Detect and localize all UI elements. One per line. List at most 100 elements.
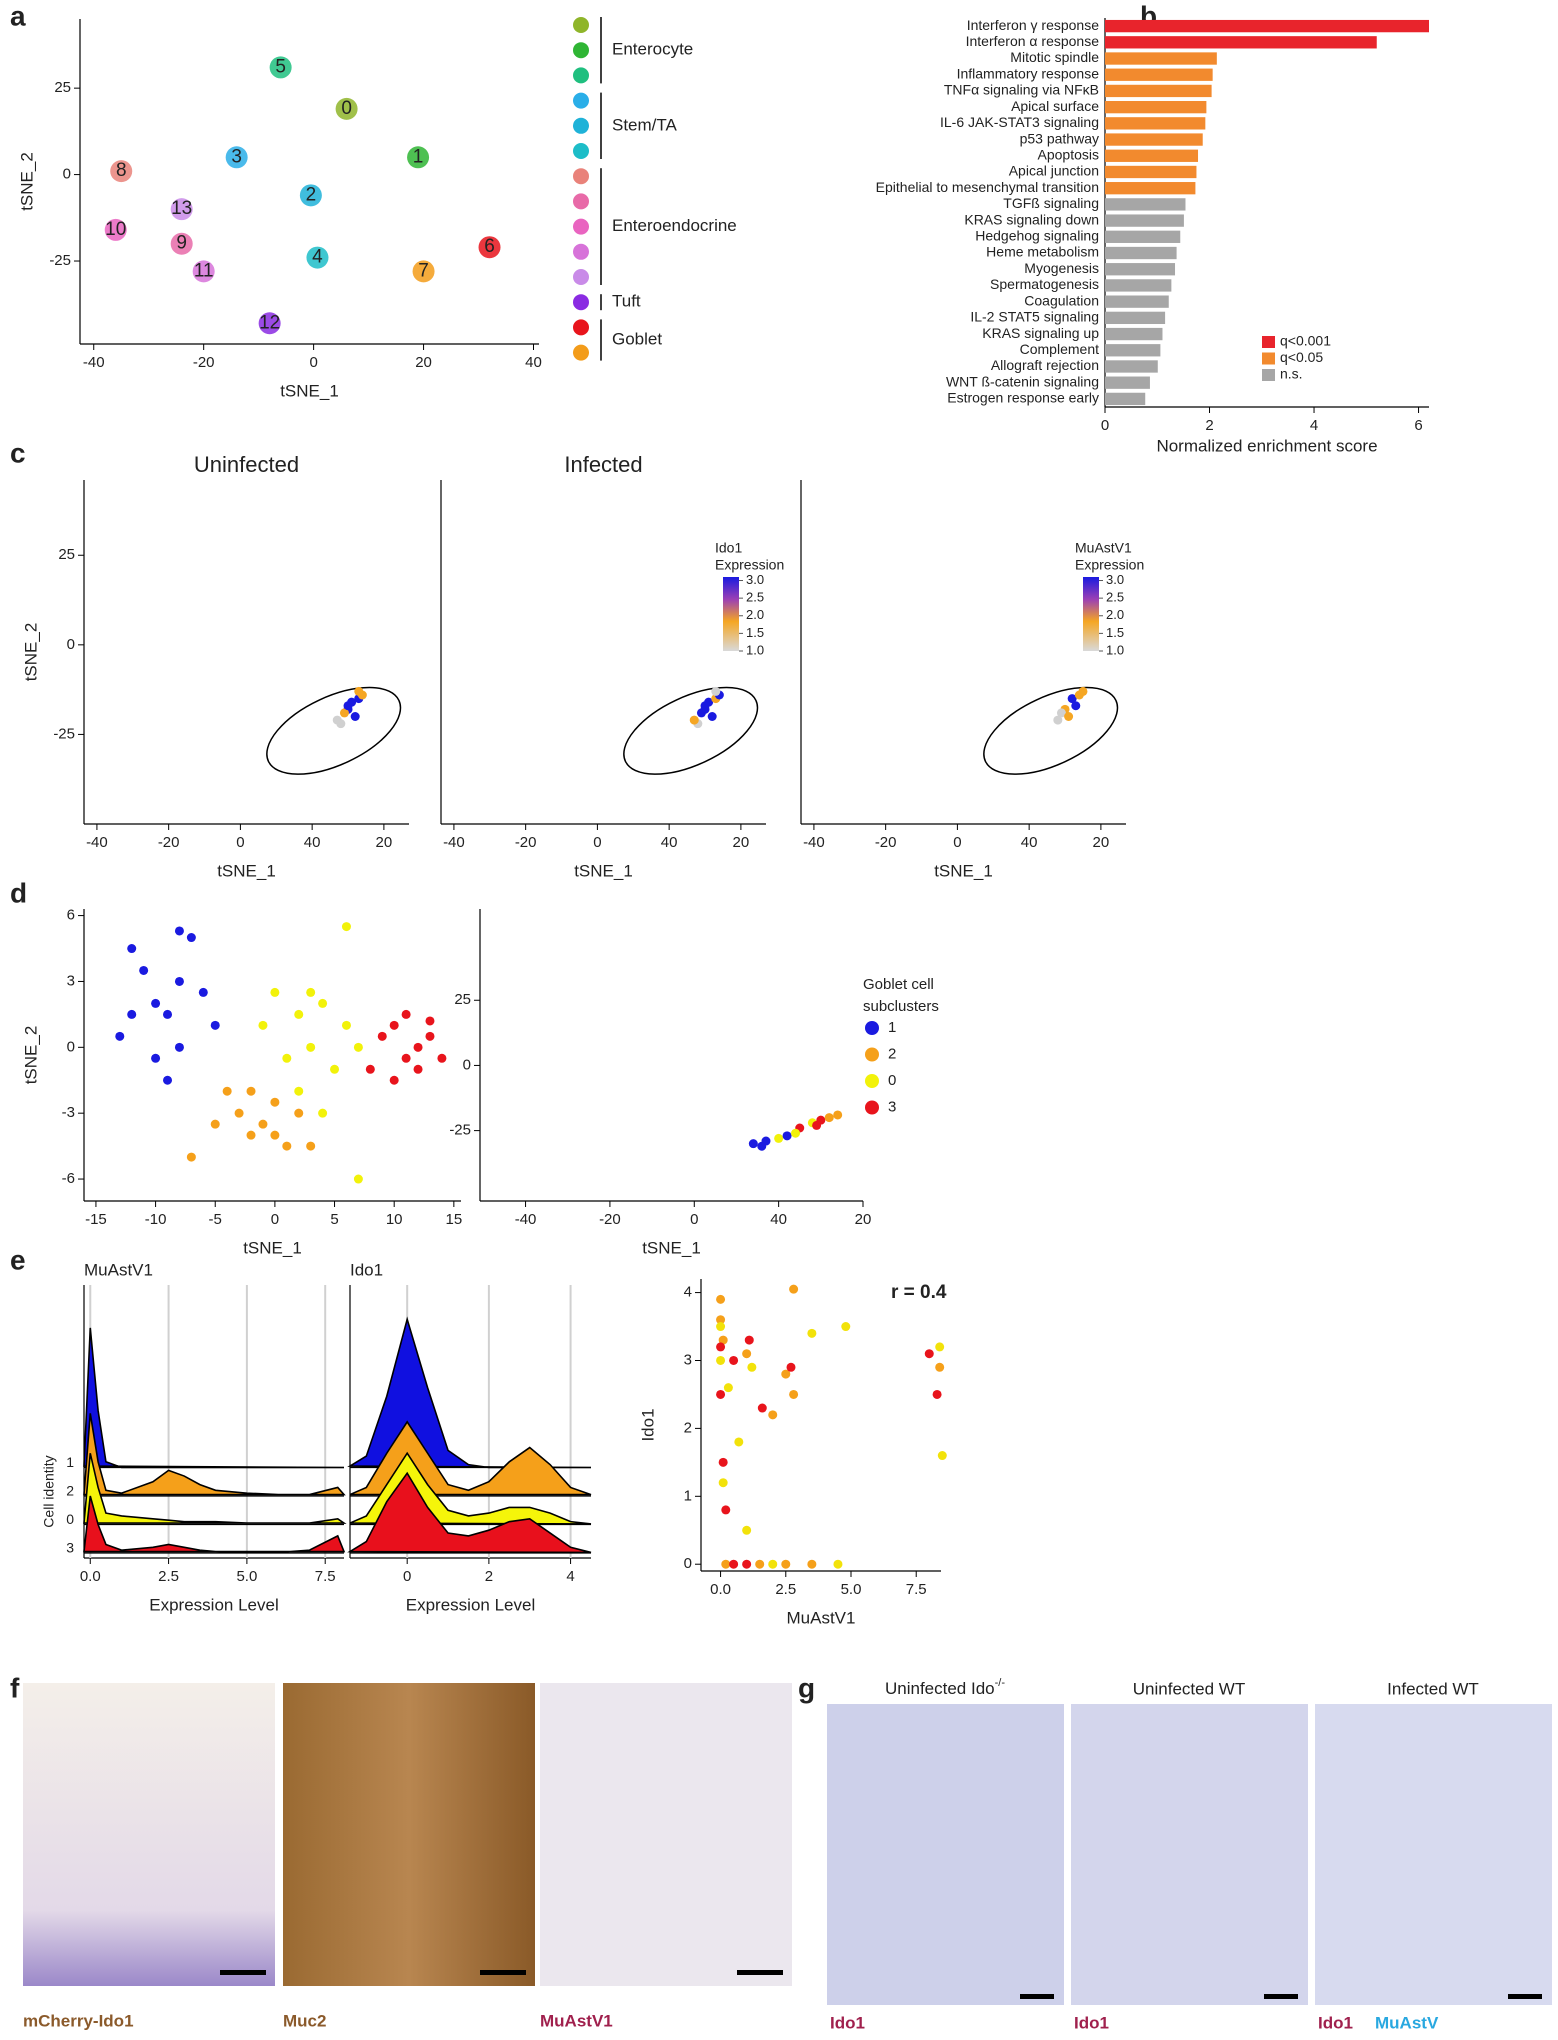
point: [718, 1335, 728, 1345]
point: [721, 1559, 731, 1569]
point: [729, 1559, 739, 1569]
scale-bar: [1508, 1994, 1542, 1999]
y-axis-label: tSNE_2: [21, 623, 40, 682]
x-tick-label: 0.0: [80, 1568, 101, 1585]
y-tick-label: -25: [449, 1122, 471, 1139]
y-tick-label: 0: [67, 636, 75, 653]
x-axis-label: tSNE_1: [243, 1238, 302, 1257]
point: [782, 1131, 792, 1141]
bar: [1105, 165, 1197, 179]
point: [170, 198, 193, 221]
y-tick-label: 25: [454, 991, 471, 1008]
point: [718, 1478, 728, 1488]
y-axis-label: Cell identity: [41, 1455, 57, 1527]
point: [768, 1559, 778, 1569]
panel-letter: e: [10, 1244, 26, 1275]
bar: [1105, 68, 1213, 81]
point: [700, 701, 710, 711]
legend-swatch: [865, 1021, 879, 1035]
caption: Muc2: [283, 2011, 326, 2030]
x-tick-label: -10: [145, 1211, 167, 1228]
point: [1056, 708, 1066, 718]
category-label: Epithelial to mesenchymal transition: [876, 179, 1099, 195]
bar: [1105, 182, 1196, 195]
image-title: Uninfected WT: [1133, 1679, 1245, 1698]
bar: [1105, 295, 1169, 308]
micrograph: [283, 1683, 535, 1986]
point: [812, 1120, 822, 1130]
ridge: [347, 1316, 592, 1469]
point: [139, 965, 149, 975]
colorbar-tick-label: 2.0: [746, 607, 764, 622]
cluster-label: 0: [341, 98, 352, 119]
x-tick-label: 5.0: [841, 1581, 862, 1598]
x-axis-label: Expression Level: [406, 1595, 535, 1614]
legend-label: 0: [888, 1072, 896, 1089]
chart-title: MuAstV1: [84, 1260, 153, 1279]
x-tick-label: -15: [85, 1211, 107, 1228]
category-label: 0: [66, 1511, 74, 1527]
point: [833, 1110, 843, 1120]
bar: [1105, 84, 1212, 98]
scale-bar: [737, 1970, 783, 1975]
point: [186, 933, 196, 943]
point: [774, 1133, 784, 1143]
scale-bar: [480, 1970, 526, 1975]
category-label: Interferon γ response: [967, 17, 1100, 33]
point: [734, 1437, 744, 1447]
x-tick-label: 20: [415, 354, 432, 371]
point: [412, 260, 435, 283]
point: [437, 1053, 447, 1063]
point: [824, 1113, 834, 1123]
ridge: [347, 1471, 592, 1554]
point: [174, 976, 184, 986]
point: [294, 1009, 304, 1019]
colorbar-tick-label: 3.0: [746, 572, 764, 587]
point: [151, 1053, 161, 1063]
point: [718, 1457, 728, 1467]
legend-swatch: [573, 117, 589, 134]
colorbar-tick-label: 1.0: [1106, 642, 1124, 657]
point: [174, 1042, 184, 1052]
caption: mCherry-Ido1: [23, 2011, 134, 2030]
x-tick-label: 0: [690, 1211, 698, 1228]
chart-title: Ido1: [350, 1260, 383, 1279]
cluster-label: 12: [259, 312, 280, 333]
legend-swatch: [865, 1047, 879, 1062]
point: [306, 1141, 316, 1151]
bar: [1105, 311, 1166, 325]
cluster-label: 13: [171, 198, 192, 219]
cluster-label: 4: [312, 247, 323, 268]
highlight-ellipse: [983, 686, 1119, 775]
x-axis-label: tSNE_1: [934, 861, 993, 880]
bar: [1105, 149, 1199, 162]
x-tick-label: 0: [593, 834, 601, 851]
legend-label: q<0.001: [1280, 333, 1331, 349]
bar: [1105, 52, 1217, 65]
panel-letter: f: [10, 1672, 20, 1703]
point: [258, 1020, 268, 1030]
y-tick-label: 0: [463, 1056, 471, 1073]
x-tick-label: -40: [515, 1211, 537, 1228]
colorbar-tick-label: 1.5: [1106, 625, 1124, 640]
point: [210, 1020, 220, 1030]
point: [755, 1559, 765, 1569]
point: [781, 1369, 791, 1379]
bar: [1105, 246, 1177, 260]
point: [389, 1075, 399, 1085]
point: [723, 1383, 733, 1393]
cluster-label: 5: [275, 56, 286, 77]
point: [757, 1403, 767, 1413]
point: [707, 712, 717, 721]
cluster-label: 1: [413, 146, 424, 167]
point: [747, 1362, 757, 1372]
point: [413, 1042, 423, 1052]
colorbar-tick-label: 2.5: [1106, 590, 1124, 605]
point: [716, 1355, 726, 1365]
point: [270, 987, 280, 997]
y-tick-label: -3: [62, 1104, 75, 1121]
bar: [1105, 360, 1158, 373]
ridge: [83, 1495, 346, 1554]
category-label: KRAS signaling up: [982, 325, 1099, 341]
point: [330, 1064, 340, 1074]
